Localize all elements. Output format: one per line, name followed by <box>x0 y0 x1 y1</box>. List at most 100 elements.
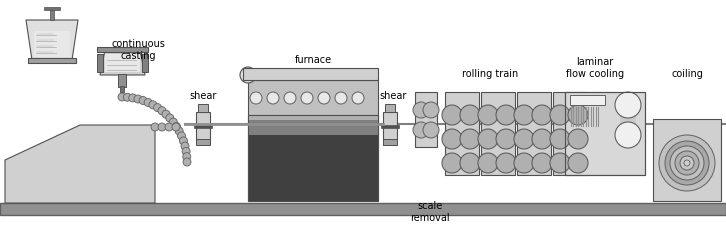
Circle shape <box>478 105 498 125</box>
Circle shape <box>183 153 191 161</box>
Circle shape <box>118 93 126 101</box>
Bar <box>248 115 378 201</box>
Circle shape <box>162 110 170 118</box>
Circle shape <box>532 105 552 125</box>
Bar <box>196 139 210 145</box>
Circle shape <box>568 105 588 125</box>
Circle shape <box>172 123 180 131</box>
Bar <box>517 92 551 175</box>
Bar <box>248 80 378 115</box>
Circle shape <box>183 158 191 166</box>
Circle shape <box>352 92 364 104</box>
Bar <box>105 54 140 72</box>
Bar <box>248 115 378 120</box>
Bar <box>383 112 397 140</box>
Circle shape <box>423 122 439 138</box>
Text: coiling: coiling <box>671 69 703 79</box>
Bar <box>570 95 605 105</box>
Circle shape <box>442 129 462 149</box>
Bar <box>565 92 645 175</box>
Bar <box>196 112 210 140</box>
Circle shape <box>532 153 552 173</box>
Bar <box>28 58 76 63</box>
Bar <box>620 105 636 125</box>
Bar <box>445 92 479 175</box>
Circle shape <box>442 105 462 125</box>
Circle shape <box>166 114 174 122</box>
Circle shape <box>149 101 157 109</box>
Circle shape <box>151 123 159 131</box>
Circle shape <box>158 107 166 115</box>
Bar <box>97 54 103 72</box>
Text: continuous
casting: continuous casting <box>111 39 165 61</box>
Circle shape <box>179 137 187 145</box>
Circle shape <box>267 92 279 104</box>
Circle shape <box>181 142 189 150</box>
Circle shape <box>250 92 262 104</box>
Circle shape <box>496 153 516 173</box>
Bar <box>0 203 726 215</box>
Bar <box>34 31 70 57</box>
Circle shape <box>496 105 516 125</box>
Circle shape <box>460 153 480 173</box>
Bar <box>194 125 212 128</box>
Bar <box>653 119 721 201</box>
Circle shape <box>670 146 704 180</box>
Bar <box>381 125 399 128</box>
Circle shape <box>178 132 186 140</box>
Circle shape <box>615 122 641 148</box>
Circle shape <box>442 153 462 173</box>
Bar <box>565 92 645 175</box>
Circle shape <box>478 129 498 149</box>
Polygon shape <box>26 20 78 60</box>
Circle shape <box>182 147 190 155</box>
Circle shape <box>615 92 641 118</box>
Bar <box>118 74 126 87</box>
Circle shape <box>423 102 439 118</box>
Circle shape <box>413 102 429 118</box>
Circle shape <box>532 129 552 149</box>
Circle shape <box>496 129 516 149</box>
Circle shape <box>169 118 177 126</box>
Circle shape <box>175 127 183 135</box>
Bar <box>50 8 54 20</box>
Circle shape <box>123 93 131 101</box>
Circle shape <box>675 151 699 175</box>
Text: laminar
flow cooling: laminar flow cooling <box>566 57 624 79</box>
Circle shape <box>413 122 429 138</box>
Circle shape <box>318 92 330 104</box>
Bar <box>120 86 124 92</box>
Circle shape <box>568 129 588 149</box>
Circle shape <box>154 104 162 112</box>
Circle shape <box>284 92 296 104</box>
Bar <box>243 68 378 80</box>
Bar <box>198 104 208 112</box>
Text: shear: shear <box>379 91 407 101</box>
Circle shape <box>568 153 588 173</box>
Circle shape <box>172 122 181 130</box>
Polygon shape <box>100 50 145 75</box>
Bar <box>553 92 587 175</box>
Bar <box>248 115 378 135</box>
Circle shape <box>514 129 534 149</box>
Circle shape <box>460 105 480 125</box>
Bar <box>44 7 60 10</box>
Text: furnace: furnace <box>295 55 332 65</box>
Bar <box>97 47 148 52</box>
Circle shape <box>680 156 694 170</box>
Bar <box>142 54 148 72</box>
Circle shape <box>514 105 534 125</box>
Circle shape <box>659 135 715 191</box>
Circle shape <box>514 153 534 173</box>
Bar <box>481 92 515 175</box>
Circle shape <box>158 123 166 131</box>
Circle shape <box>301 92 313 104</box>
Bar <box>385 104 395 112</box>
Circle shape <box>129 94 136 102</box>
Bar <box>383 139 397 145</box>
Circle shape <box>335 92 347 104</box>
Circle shape <box>134 95 142 103</box>
Text: shear: shear <box>189 91 216 101</box>
Polygon shape <box>5 125 155 203</box>
Circle shape <box>165 123 173 131</box>
